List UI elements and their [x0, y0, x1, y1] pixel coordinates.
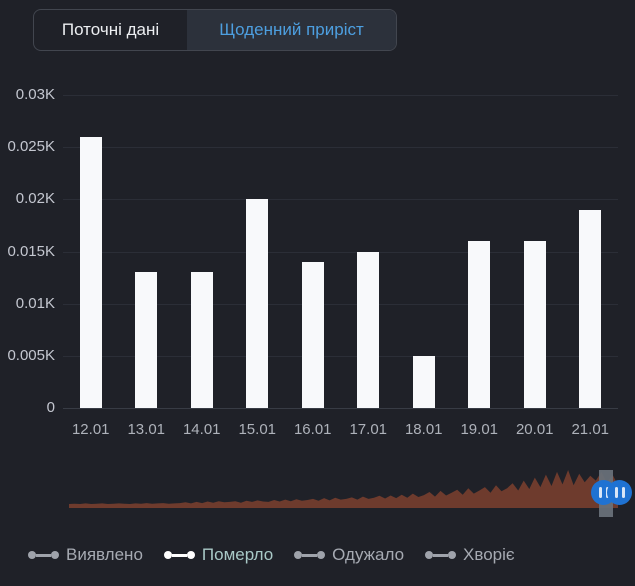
legend-line-dot-icon: [425, 551, 457, 559]
legend-item-label: Одужало: [332, 545, 405, 564]
y-axis-tick-label: 0.005K: [7, 346, 55, 364]
gridline: [63, 355, 618, 357]
marker-dot-icon: [294, 551, 303, 559]
legend-line-dot-icon: [163, 551, 195, 559]
gridline: [63, 95, 618, 96]
gridline: [63, 303, 618, 305]
bar-21.01[interactable]: [579, 209, 602, 408]
tab-daily-increase[interactable]: Щоденний приріст: [187, 10, 396, 50]
legend-item-label: Померло: [201, 545, 274, 564]
handle-grip-icon: [598, 487, 602, 498]
y-axis-tick-label: 0: [46, 399, 55, 416]
marker-dot-icon: [163, 551, 172, 559]
bar-12.01[interactable]: [79, 136, 102, 408]
x-axis-label: 19.01: [460, 421, 499, 438]
x-axis-label: 20.01: [515, 421, 554, 438]
marker-line-icon: [433, 553, 449, 557]
x-axis-label: 15.01: [238, 421, 277, 438]
legend-item-2[interactable]: Померло: [163, 545, 274, 565]
x-axis-label: 21.01: [571, 421, 610, 438]
tab-current-data[interactable]: Поточні дані: [34, 10, 187, 50]
marker-line-icon: [36, 553, 51, 557]
gridline: [63, 147, 618, 149]
y-axis-tick-label: 0.03K: [15, 86, 55, 103]
gridline: [63, 199, 618, 201]
y-axis-tick-label: 0.01K: [15, 294, 55, 312]
bar-18.01[interactable]: [412, 355, 435, 408]
x-axis-label: 12.01: [71, 421, 110, 438]
bar-17.01[interactable]: [357, 251, 380, 408]
legend-line-dot-icon: [294, 551, 326, 559]
marker-dot-icon: [51, 551, 59, 559]
legend-item-label: Хворіє: [463, 545, 515, 564]
marker-line-icon: [302, 553, 318, 557]
bar-15.01[interactable]: [246, 199, 269, 408]
bar-16.01[interactable]: [301, 261, 324, 408]
datazoom-handle-right-icon[interactable]: [607, 480, 632, 505]
bar-19.01[interactable]: [468, 241, 491, 408]
bar-13.01[interactable]: [135, 272, 158, 408]
tab-current-data-label: Поточні дані: [61, 20, 160, 39]
gridline: [63, 251, 618, 253]
legend-item-label: Виявлено: [66, 545, 143, 564]
legend-line-dot-icon: [28, 551, 59, 559]
y-axis-tick-label: 0.025K: [7, 138, 55, 156]
x-axis-label: 13.01: [127, 421, 166, 438]
chart-legend: Виявлено Померло Одужало Хворіє: [28, 541, 515, 569]
marker-line-icon: [171, 553, 187, 557]
marker-dot-icon: [448, 551, 457, 559]
marker-dot-icon: [28, 551, 36, 559]
gridline: [63, 408, 618, 409]
x-axis-label: 18.01: [404, 421, 443, 438]
tab-daily-increase-label: Щоденний приріст: [219, 20, 364, 39]
y-axis-tick-label: 0.015K: [7, 242, 55, 260]
x-axis-label: 14.01: [182, 421, 221, 438]
legend-item-4[interactable]: Хворіє: [425, 545, 515, 565]
handle-grip-icon: [621, 487, 625, 498]
x-axis-label: 17.01: [349, 421, 388, 438]
bar-20.01[interactable]: [523, 241, 546, 408]
marker-dot-icon: [186, 551, 195, 559]
marker-dot-icon: [425, 551, 434, 559]
legend-item-3[interactable]: Одужало: [294, 545, 404, 565]
x-axis-label: 16.01: [293, 421, 332, 438]
tab-group: Поточні дані Щоденний приріст: [33, 9, 397, 51]
y-axis-tick-label: 0.02K: [15, 190, 55, 208]
minimap-area-series: [69, 470, 618, 508]
datazoom-minimap[interactable]: [69, 468, 618, 508]
handle-grip-icon: [614, 487, 618, 498]
marker-dot-icon: [317, 551, 326, 559]
bar-14.01[interactable]: [190, 272, 213, 408]
legend-item-1[interactable]: Виявлено: [28, 545, 143, 565]
